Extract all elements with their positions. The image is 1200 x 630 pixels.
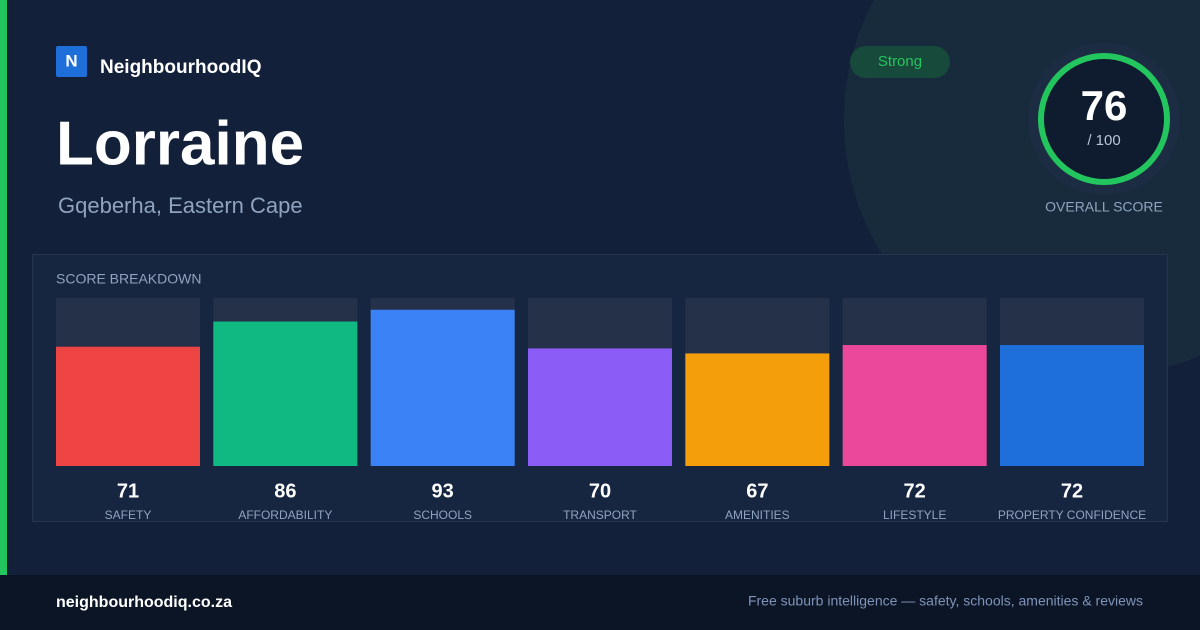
brand-icon: [56, 46, 87, 77]
bar-value: 70: [589, 480, 611, 502]
brand-icon-letter: N: [65, 51, 77, 70]
bar-label: PROPERTY CONFIDENCE: [998, 508, 1146, 522]
bar-label: LIFESTYLE: [883, 508, 946, 522]
brand-name: NeighbourhoodIQ: [100, 57, 261, 78]
footer: [0, 575, 1200, 630]
accent-strip: [0, 0, 7, 575]
bar-value: 71: [117, 480, 139, 502]
bar-label: AMENITIES: [725, 508, 790, 522]
bar-value: 93: [432, 480, 454, 502]
bar: [528, 348, 672, 466]
bar-value: 72: [1061, 480, 1083, 502]
bar: [842, 345, 987, 466]
score-ring: [1038, 53, 1170, 185]
bar-value: 67: [746, 480, 768, 502]
bar: [56, 346, 200, 466]
overall-score: 76: [1081, 82, 1128, 129]
bar: [1000, 345, 1144, 466]
bar-label: TRANSPORT: [563, 508, 637, 522]
bar: [213, 321, 358, 466]
breakdown-title: SCORE BREAKDOWN: [56, 271, 201, 287]
overall-label: OVERALL SCORE: [1045, 199, 1163, 215]
bar-label: AFFORDABILITY: [238, 508, 332, 522]
bar: [370, 309, 515, 466]
bar: [685, 353, 830, 466]
overall-max: / 100: [1087, 132, 1120, 149]
suburb-location: Gqeberha, Eastern Cape: [58, 193, 303, 218]
bar-label: SAFETY: [105, 508, 152, 522]
badge: [850, 46, 950, 78]
bar-value: 72: [904, 480, 926, 502]
footer-tagline: Free suburb intelligence — safety, schoo…: [748, 593, 1143, 609]
bar-label: SCHOOLS: [413, 508, 472, 522]
suburb-name: Lorraine: [56, 109, 304, 178]
badge-text: Strong: [878, 53, 922, 70]
footer-site: neighbourhoodiq.co.za: [56, 594, 232, 611]
bar-value: 86: [274, 480, 296, 502]
